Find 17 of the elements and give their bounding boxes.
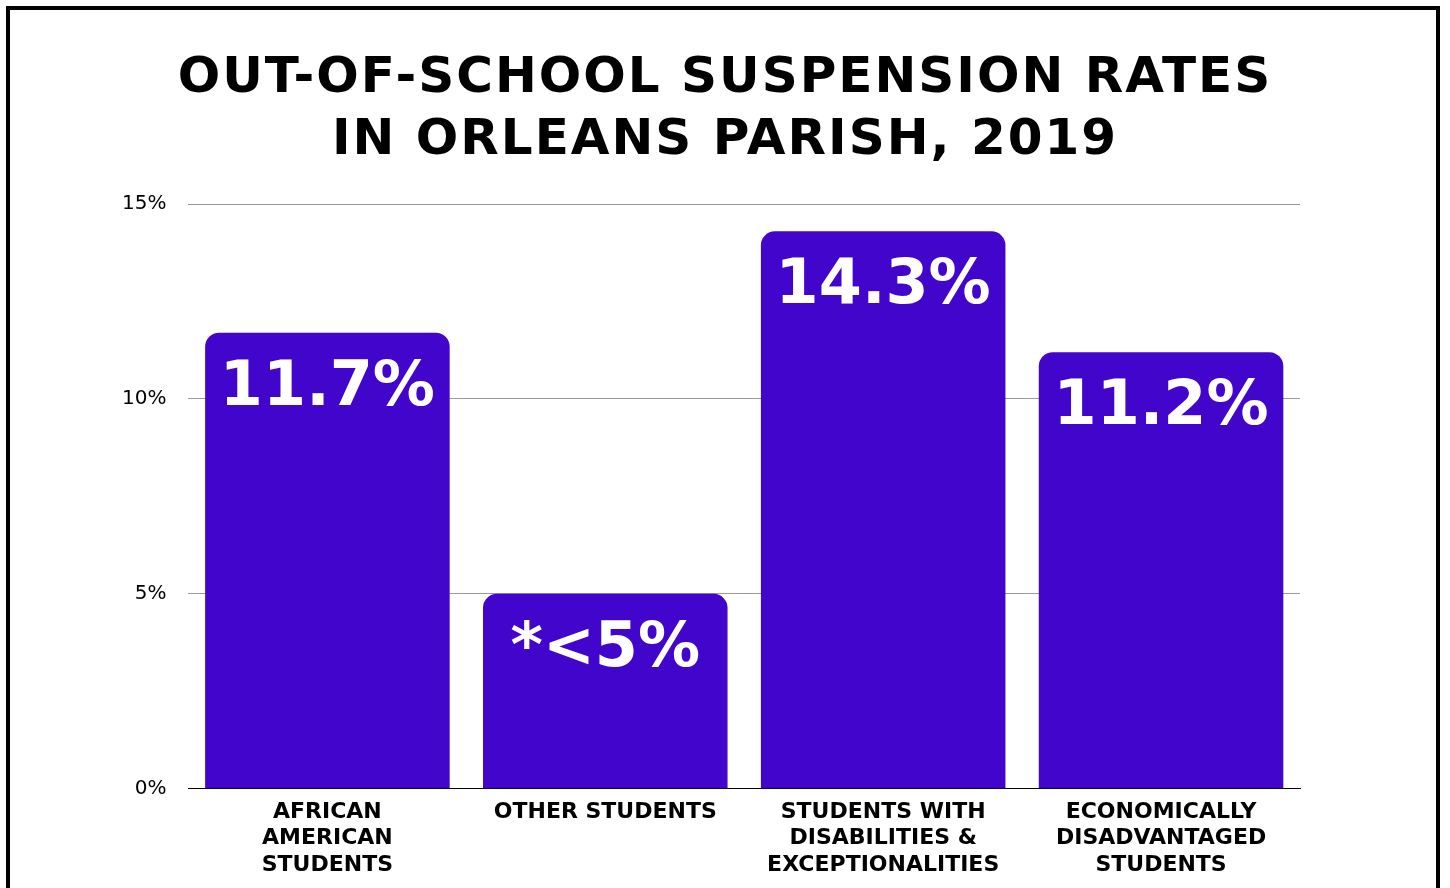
bar	[760, 231, 1006, 789]
y-tick-label: 15%	[122, 190, 167, 215]
bar	[205, 332, 450, 789]
bar	[483, 593, 728, 789]
data-label: 14.3%	[775, 245, 991, 319]
data-label: 11.2%	[1053, 366, 1269, 440]
x-tick-label: AFRICAN AMERICAN STUDENTS	[261, 797, 394, 876]
chart-title: OUT-OF-SCHOOL SUSPENSION RATES IN ORLEANS PARISH, 2019	[176, 45, 1274, 168]
y-tick-label: 5%	[134, 580, 167, 605]
data-label: *<5%	[510, 607, 701, 681]
y-tick-label: 0%	[134, 775, 167, 799]
x-tick-label: OTHER STUDENTS	[493, 797, 717, 823]
x-tick-label: ECONOMICALLY DISADVANTAGED STUDENTS	[1055, 797, 1267, 876]
y-tick-label: 10%	[122, 385, 167, 410]
x-tick-label: STUDENTS WITH DISABILITIES & EXCEPTIONALITIES	[767, 797, 1000, 876]
data-label: 11.7%	[219, 346, 435, 420]
bar	[1038, 352, 1284, 789]
